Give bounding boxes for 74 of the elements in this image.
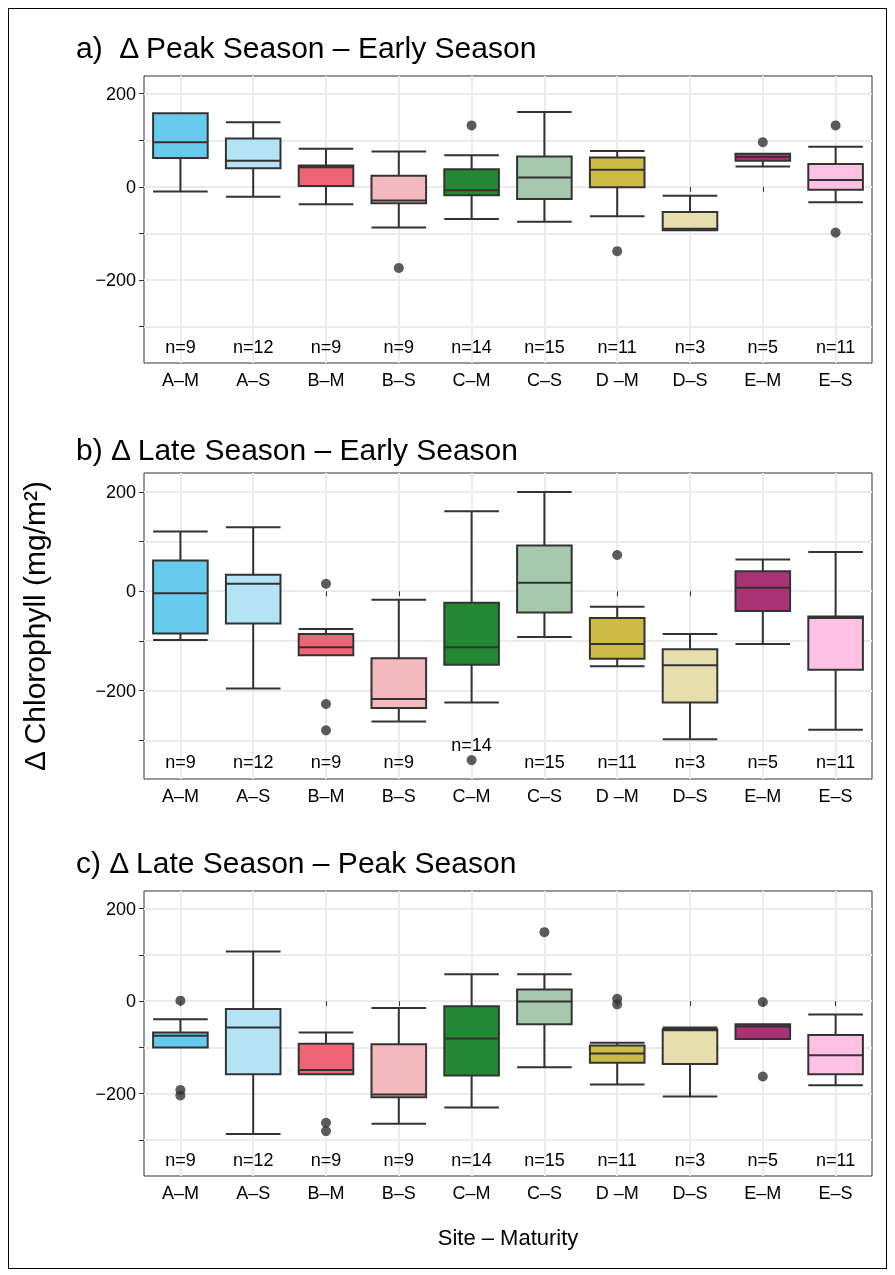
annotation: n=12 (232, 1149, 274, 1170)
annotation: n=5 (747, 1149, 779, 1170)
annotation: n=5 (747, 336, 779, 357)
x-tick-label: C–M (452, 370, 491, 390)
x-tick-label: B–M (307, 1183, 345, 1203)
x-tick-label: E–S (818, 786, 853, 806)
chart-title: b) Δ Late Season – Early Season (76, 432, 518, 466)
annotation: n=9 (310, 336, 342, 357)
x-tick-label: E–M (744, 1183, 782, 1203)
y-tick-label: 0 (125, 581, 136, 602)
y-tick-label: −200 (95, 1083, 136, 1104)
annotation: n=3 (674, 751, 706, 772)
x-tick-label: D –M (595, 1183, 639, 1203)
y-tick-label: −200 (95, 680, 136, 701)
annotation: n=14 (451, 1149, 492, 1170)
y-tick-label: 200 (105, 481, 136, 502)
x-tick-label: B–S (381, 1183, 416, 1203)
x-tick-label: C–M (452, 1183, 491, 1203)
x-tick-label: D–S (672, 786, 708, 806)
x-tick-label: B–S (381, 370, 416, 390)
x-tick-label: D –M (595, 370, 639, 390)
x-tick-label: A–M (161, 370, 199, 390)
annotation: n=11 (815, 751, 856, 772)
annotation: n=9 (310, 751, 342, 772)
annotation: n=15 (524, 1149, 565, 1170)
x-tick-label: D–S (672, 1183, 708, 1203)
annotation: n=12 (232, 336, 274, 357)
annotation: n=9 (383, 1149, 415, 1170)
annotation: n=14 (451, 735, 492, 756)
x-tick-label: A–S (236, 1183, 271, 1203)
y-tick-label: 200 (105, 898, 136, 919)
annotation: n=9 (165, 336, 196, 357)
y-tick-label: 0 (125, 176, 136, 197)
x-tick-label: E–S (818, 1183, 853, 1203)
annotation: n=9 (383, 751, 415, 772)
annotation: n=3 (674, 336, 706, 357)
x-tick-label: A–S (236, 786, 271, 806)
annotation: n=5 (747, 751, 779, 772)
annotation: n=9 (310, 1149, 342, 1170)
x-tick-label: A–M (161, 786, 199, 806)
annotation: n=15 (524, 751, 565, 772)
annotation: n=11 (597, 751, 637, 772)
annotation: n=11 (815, 336, 856, 357)
chart-title: c) Δ Late Season – Peak Season (76, 845, 517, 879)
x-tick-label: C–S (526, 786, 562, 806)
annotation: n=3 (674, 1149, 706, 1170)
x-tick-label: D–S (672, 370, 708, 390)
annotation: n=14 (451, 336, 492, 357)
x-tick-label: A–M (161, 1183, 199, 1203)
annotation: n=11 (597, 336, 637, 357)
x-tick-label: C–S (526, 1183, 562, 1203)
x-tick-label: C–M (452, 786, 491, 806)
x-tick-label: A–S (236, 370, 271, 390)
annotation: n=9 (165, 751, 196, 772)
y-tick-label: 0 (125, 991, 136, 1012)
annotation: n=11 (597, 1149, 637, 1170)
x-tick-label: E–S (818, 370, 853, 390)
annotation: n=9 (383, 336, 415, 357)
x-tick-label: C–S (526, 370, 562, 390)
y-tick-label: −200 (95, 270, 136, 291)
x-tick-label: B–S (381, 786, 416, 806)
annotation: n=9 (165, 1149, 196, 1170)
x-tick-label: E–M (744, 786, 782, 806)
y-tick-label: 200 (105, 83, 136, 104)
x-tick-label: D –M (595, 786, 639, 806)
x-tick-label: B–M (307, 370, 345, 390)
chart-title: a) Δ Peak Season – Early Season (76, 30, 537, 64)
x-tick-label: B–M (307, 786, 345, 806)
y-axis-title: Δ Chlorophyll (mg/m²) (17, 480, 51, 772)
x-axis-title: Site – Maturity (437, 1224, 579, 1250)
annotation: n=15 (524, 336, 565, 357)
annotation: n=12 (232, 751, 274, 772)
annotation: n=11 (815, 1149, 856, 1170)
x-tick-label: E–M (744, 370, 782, 390)
